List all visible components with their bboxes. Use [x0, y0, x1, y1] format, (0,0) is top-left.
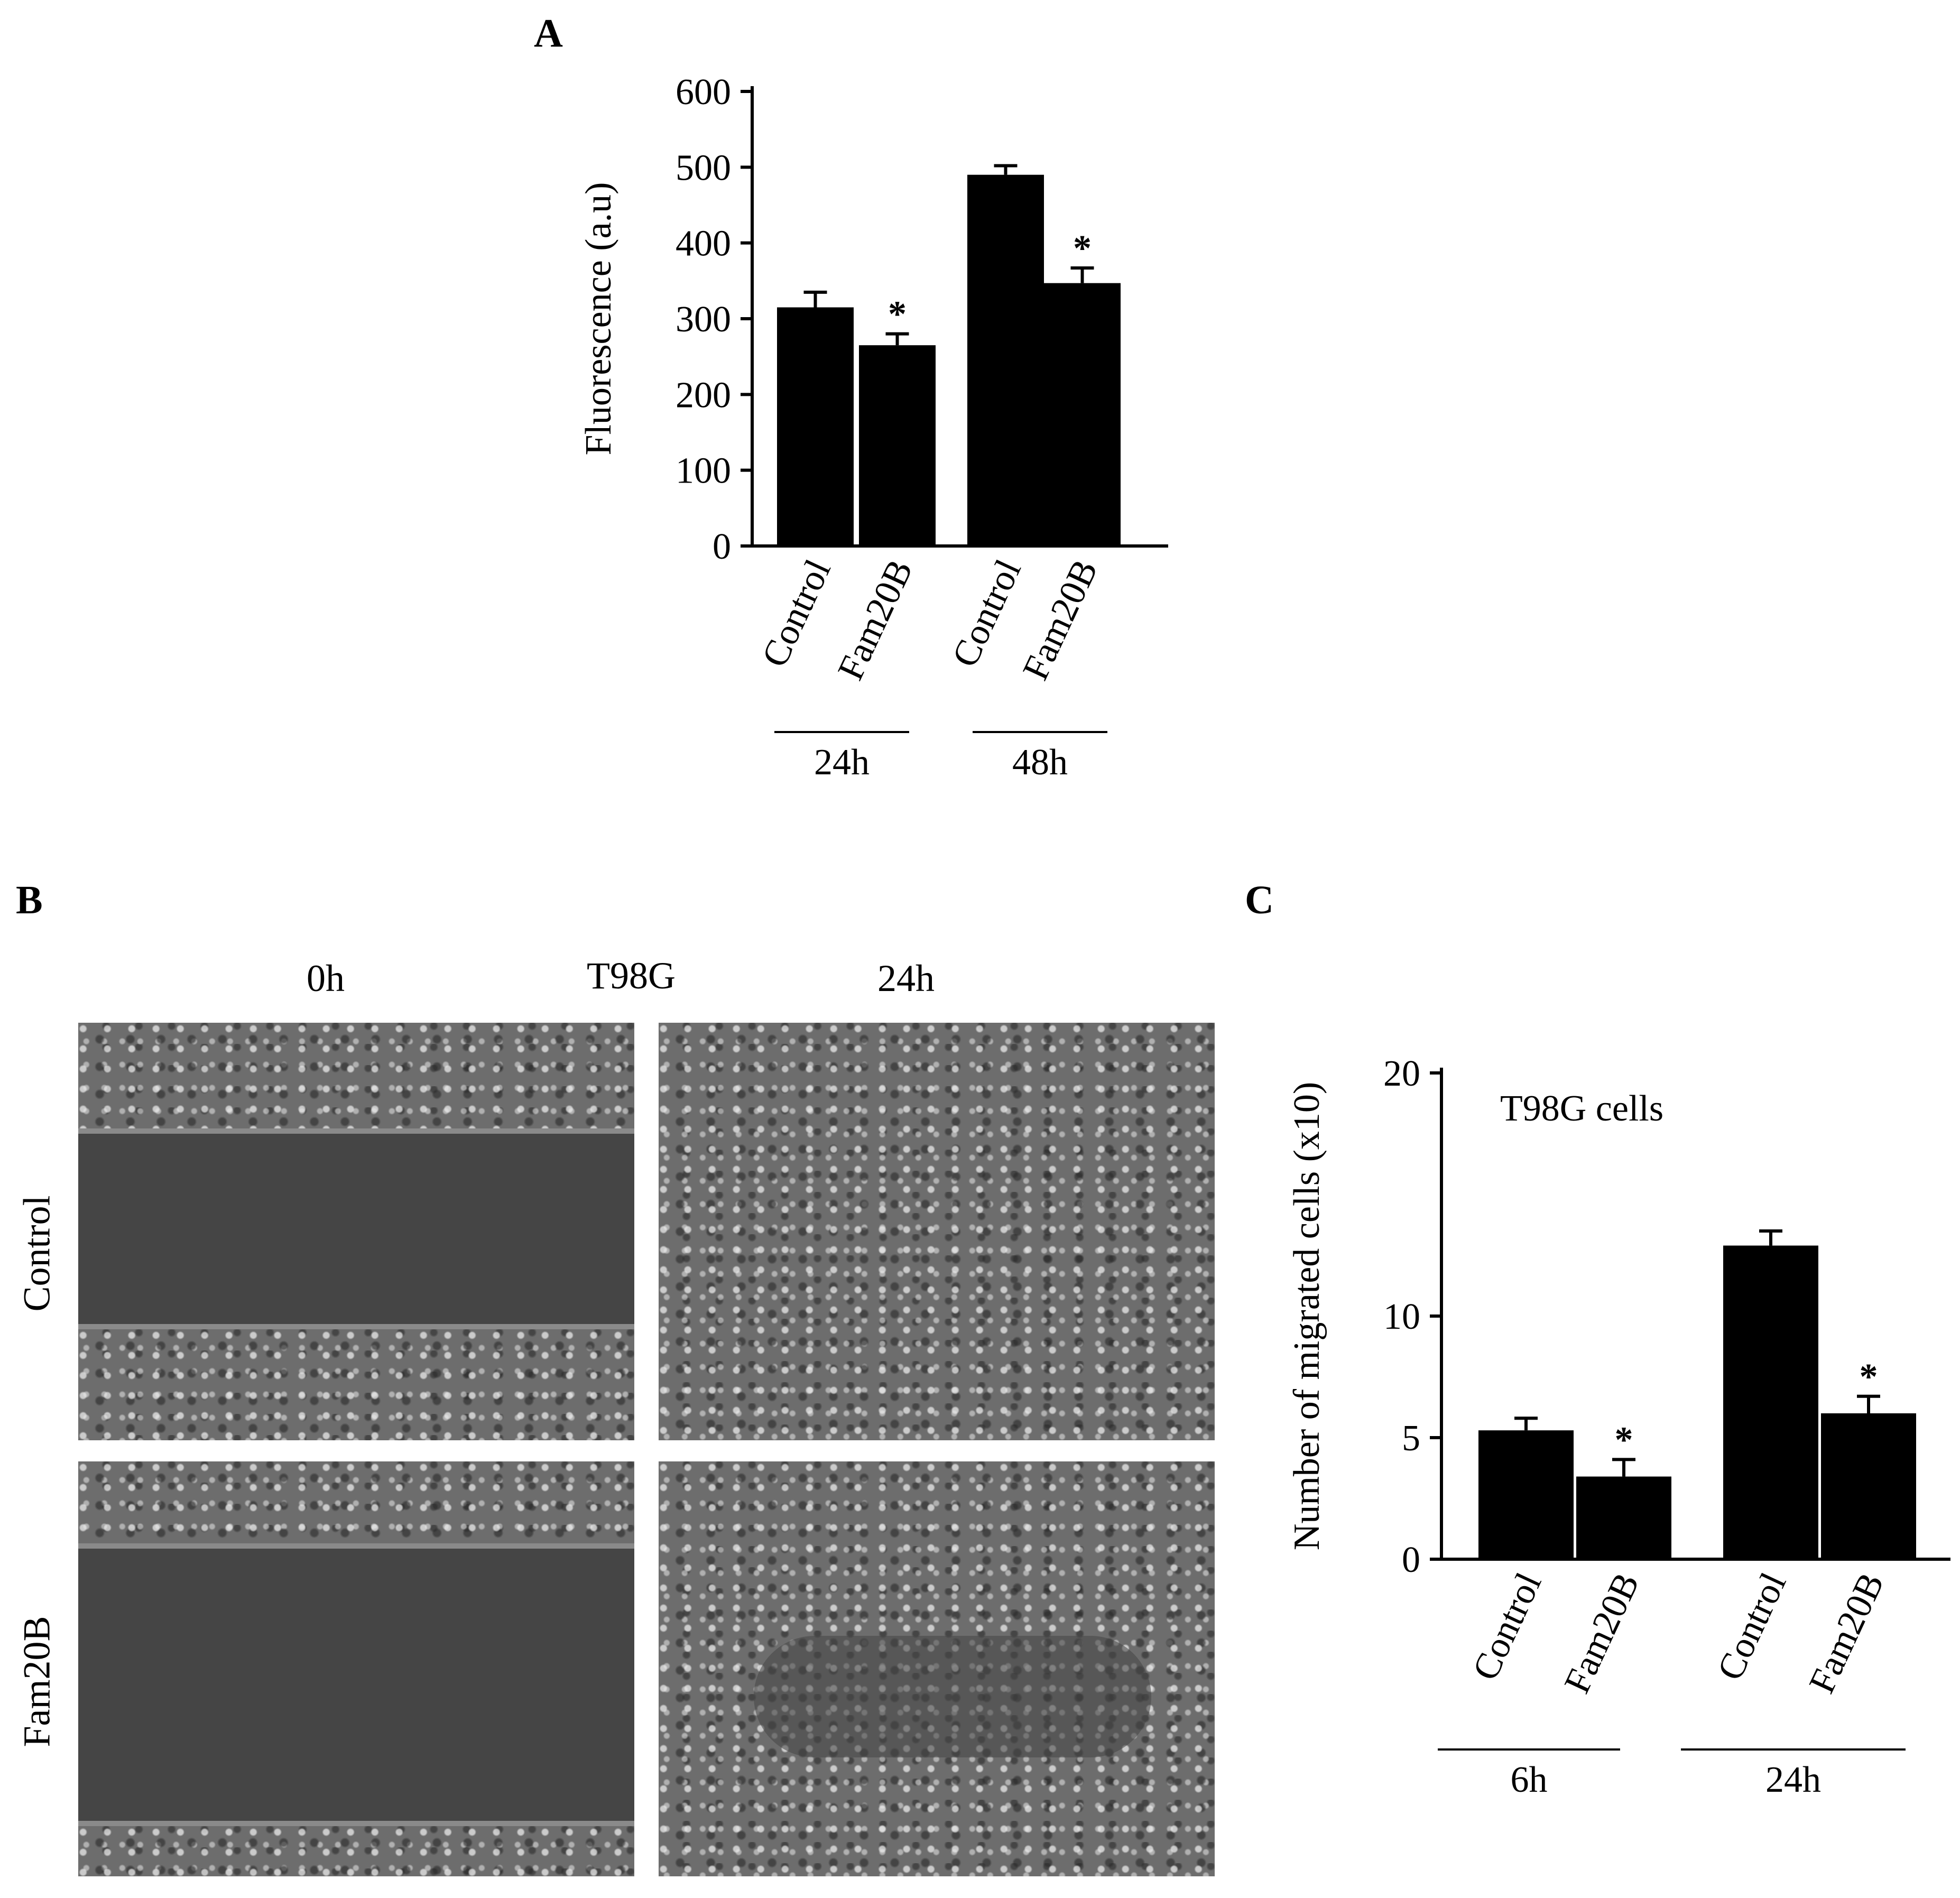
y-axis-label: Number of migrated cells (x10) [1287, 1082, 1327, 1550]
bar [1723, 1245, 1818, 1559]
panel-label-a: A [534, 11, 563, 55]
bar [1478, 1430, 1574, 1559]
col-header-24h: 24h [877, 957, 935, 999]
x-tick-label: Control [1465, 1567, 1549, 1686]
chart-c: 0 5 10 20 Number of migrated cells (x10) Cont… [1287, 1053, 1950, 1800]
bar [1044, 283, 1121, 546]
image-fam20b-0h [78, 1461, 634, 1876]
y-tick-label: 100 [676, 451, 731, 492]
group-label: 24h [1765, 1760, 1821, 1800]
y-tick-label: 20 [1383, 1053, 1420, 1094]
y-tick-label: 600 [676, 72, 731, 113]
y-tick-label: 400 [676, 224, 731, 264]
panel-label-c: C [1245, 878, 1274, 922]
x-tick-label: Fam20B [830, 553, 921, 686]
chart-annotation: T98G cells [1500, 1088, 1663, 1129]
bar [1821, 1413, 1916, 1559]
bar [777, 307, 854, 546]
significance-mark: * [1860, 1357, 1878, 1397]
x-tick-label: Fam20B [1015, 553, 1106, 686]
y-tick-label: 0 [713, 526, 731, 567]
group-label: 6h [1511, 1760, 1548, 1800]
panel-label-b: B [16, 878, 43, 922]
col-header-0h: 0h [307, 957, 345, 999]
y-axis-label: Fluorescence (a.u) [578, 182, 619, 456]
image-control-0h [78, 1023, 634, 1440]
image-fam20b-24h [659, 1461, 1215, 1876]
bar [1576, 1476, 1671, 1559]
image-control-24h [659, 1023, 1215, 1440]
row-label-control: Control [15, 1195, 58, 1312]
y-tick-label: 5 [1402, 1418, 1420, 1459]
y-tick-label: 10 [1383, 1297, 1420, 1337]
chart-a: 0 100 200 300 400 500 600 Fluorescence (a.u) Con… [578, 72, 1168, 783]
y-tick-label: 500 [676, 147, 731, 188]
group-label: 24h [814, 742, 870, 783]
bar [859, 345, 936, 546]
group-label: 48h [1012, 742, 1068, 783]
significance-mark: * [1073, 228, 1092, 269]
y-tick-label: 200 [676, 375, 731, 415]
y-tick-label: 300 [676, 299, 731, 340]
y-tick-label: 0 [1402, 1540, 1420, 1580]
significance-mark: * [888, 294, 907, 335]
x-tick-label: Fam20B [1557, 1567, 1648, 1699]
x-tick-label: Control [754, 553, 839, 673]
col-header-t98g: T98G [587, 955, 676, 997]
bar [967, 174, 1044, 547]
x-tick-label: Fam20B [1801, 1567, 1892, 1699]
significance-mark: * [1615, 1420, 1633, 1460]
x-tick-label: Control [945, 553, 1029, 673]
row-label-fam20b: Fam20B [15, 1616, 58, 1747]
x-tick-label: Control [1709, 1567, 1794, 1686]
